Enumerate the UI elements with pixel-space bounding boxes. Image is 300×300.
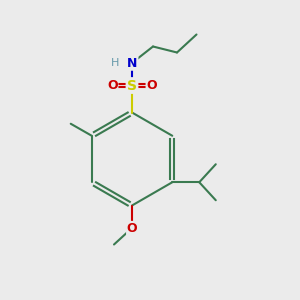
- Text: N: N: [127, 56, 137, 70]
- Text: S: S: [127, 79, 137, 92]
- Text: O: O: [146, 79, 157, 92]
- Text: O: O: [107, 79, 118, 92]
- Text: O: O: [127, 221, 137, 235]
- Text: H: H: [111, 58, 120, 68]
